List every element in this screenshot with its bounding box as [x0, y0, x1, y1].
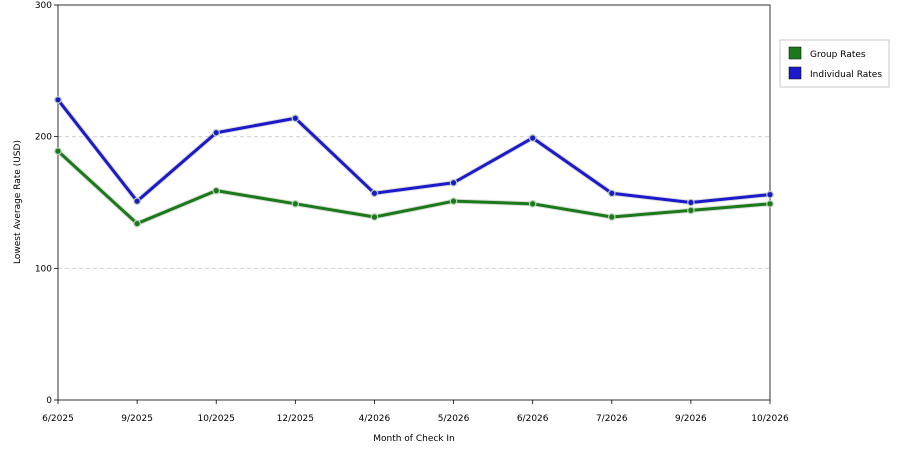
x-tick-label-4: 4/2026 [359, 414, 391, 424]
series-lines [54, 96, 774, 228]
x-tick-label-7: 7/2026 [596, 414, 628, 424]
x-tick-label-8: 9/2026 [675, 414, 707, 424]
legend: Group Rates Individual Rates [779, 39, 890, 88]
data-point-individual-rates-5 [449, 178, 458, 187]
data-point-group-rates-8 [687, 206, 695, 215]
plot-area-frame [57, 4, 771, 401]
series-line-individual-rates [56, 98, 771, 204]
x-tick-label-1: 9/2025 [121, 414, 153, 424]
data-point-group-rates-0 [54, 147, 62, 155]
data-point-individual-rates-3 [291, 114, 300, 123]
data-point-group-rates-1 [133, 219, 141, 228]
data-point-individual-rates-2 [212, 128, 221, 137]
x-tick-label-3: 12/2025 [277, 414, 314, 424]
data-point-individual-rates-4 [370, 189, 379, 198]
x-tick-label-2: 10/2025 [198, 414, 235, 424]
x-tick-label-6: 6/2026 [517, 414, 549, 424]
x-axis-title: Month of Check In [373, 434, 455, 444]
y-tick-label-100: 100 [35, 264, 52, 274]
data-point-individual-rates-9 [766, 190, 774, 199]
axes: 0 100 200 300 6/2025 9/2025 10/2025 12/2025 4/20… [35, 1, 789, 424]
legend-swatch-individual-rates [788, 66, 802, 80]
data-point-group-rates-6 [528, 200, 537, 208]
data-point-group-rates-7 [607, 213, 616, 221]
data-point-group-rates-4 [370, 213, 379, 221]
y-tick-label-0: 0 [46, 396, 52, 406]
legend-label-individual-rates: Individual Rates [810, 70, 882, 80]
grid-lines [58, 136, 770, 269]
x-tick-label-9: 10/2026 [751, 414, 789, 424]
data-point-individual-rates-7 [607, 189, 616, 198]
legend-label-group-rates: Group Rates [810, 50, 866, 60]
data-point-group-rates-5 [449, 197, 458, 205]
x-tick-label-5: 5/2026 [438, 414, 470, 424]
data-point-individual-rates-8 [687, 198, 695, 207]
data-point-group-rates-2 [212, 186, 221, 195]
series-line-group-rates [56, 150, 771, 226]
data-point-individual-rates-1 [133, 197, 141, 205]
data-point-group-rates-3 [291, 200, 300, 208]
y-tick-label-300: 300 [35, 1, 52, 11]
data-point-individual-rates-0 [54, 96, 62, 104]
y-axis-title: Lowest Average Rate (USD) [13, 140, 23, 264]
y-tick-label-200: 200 [35, 133, 52, 143]
x-tick-label-0: 6/2025 [42, 414, 74, 424]
legend-swatch-group-rates [788, 46, 802, 60]
data-point-group-rates-9 [766, 200, 774, 208]
data-point-individual-rates-6 [528, 134, 537, 142]
